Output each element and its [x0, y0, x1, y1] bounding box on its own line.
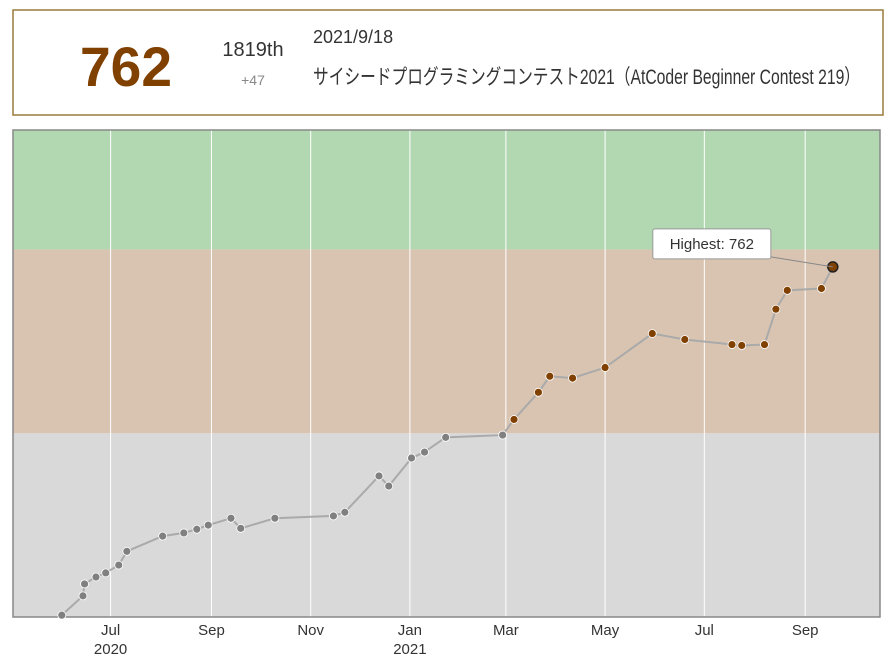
rating-point — [57, 610, 67, 620]
rating-point — [78, 591, 88, 601]
annotation-text: Highest: 762 — [670, 236, 754, 253]
rating-point — [568, 373, 577, 383]
rating-point — [534, 387, 543, 397]
rating-point — [329, 511, 338, 521]
x-tick-label: Jan — [398, 622, 422, 639]
rating-point — [600, 363, 610, 372]
header-box — [12, 9, 884, 116]
plot-border — [12, 129, 881, 618]
x-tick-label: Sep — [792, 622, 819, 639]
rating-point — [782, 285, 792, 295]
x-year-label: 2020 — [94, 641, 127, 658]
annotation-connector — [770, 256, 833, 268]
rating-point — [114, 560, 124, 570]
x-tick-label: May — [591, 622, 620, 639]
rating-point — [122, 546, 132, 556]
rating: 762 — [80, 35, 172, 98]
rating-band — [13, 249, 880, 434]
rating-point — [270, 513, 280, 523]
rating-point — [407, 453, 416, 463]
rating-point — [226, 513, 236, 523]
rating-point — [236, 523, 246, 533]
rating-point — [179, 528, 189, 538]
rating-point — [680, 335, 690, 344]
x-tick-label: Jul — [695, 622, 714, 639]
rating-point — [374, 471, 384, 481]
rating-point — [760, 340, 769, 349]
rating-diff: +47 — [241, 72, 265, 88]
x-tick-label: Sep — [198, 622, 225, 639]
x-year-label: 2021 — [393, 641, 426, 658]
chart: Jul 2020 Sep Nov Jan 2021 Mar May Jul Sep Highest:… — [12, 129, 881, 658]
rating-point — [647, 329, 657, 338]
contest-date: 2021/9/18 — [313, 27, 393, 47]
rating-point — [101, 568, 111, 578]
rating-point — [384, 481, 394, 491]
x-tick-label: Nov — [297, 622, 324, 639]
rating-point — [80, 579, 89, 589]
rating-point — [771, 304, 781, 314]
rating-point — [91, 572, 101, 582]
annotation-box — [652, 228, 772, 260]
rating-point — [737, 341, 747, 350]
rating-point — [340, 507, 350, 517]
rating-point — [509, 415, 519, 424]
rating-band — [13, 433, 880, 617]
contest-name: サイシードプログラミングコンテスト2021（AtCoder Beginner C… — [313, 66, 860, 89]
x-tick-label: Mar — [493, 622, 519, 639]
rating-point — [192, 524, 202, 534]
rating-point — [441, 432, 451, 442]
x-tick-label: Jul — [101, 622, 120, 639]
rating-point — [727, 340, 737, 349]
rating-point — [203, 520, 213, 530]
rating-point — [817, 284, 826, 293]
rating-point — [498, 430, 508, 440]
rank: 1819th — [222, 39, 283, 61]
rating-point — [545, 371, 555, 381]
rating-point — [158, 531, 168, 541]
rating-point — [420, 447, 429, 457]
